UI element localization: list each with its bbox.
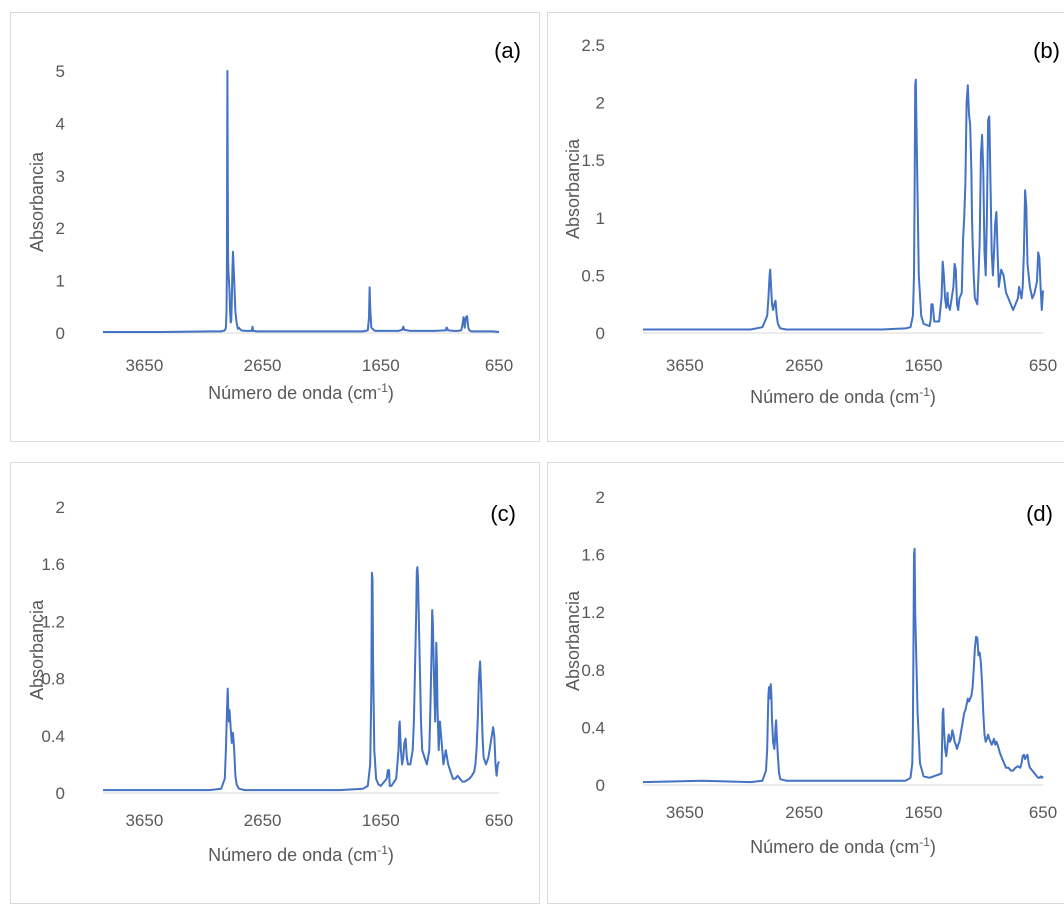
y-tick-label: 4 <box>56 114 65 133</box>
x-tick-label: 1650 <box>362 356 400 375</box>
x-tick-label: 1650 <box>362 811 400 830</box>
x-tick-label: 1650 <box>905 803 943 822</box>
chart-panel-c: 0 0.4 0.8 1.2 1.6 2 3650 2650 1650 650 Número de o… <box>10 462 540 904</box>
x-axis-title: Número de onda (cm-1) <box>750 835 936 857</box>
y-tick-label: 0 <box>596 776 605 795</box>
spectrum-line <box>103 70 500 333</box>
y-tick-label: 5 <box>56 62 65 81</box>
x-tick-label: 2650 <box>244 356 282 375</box>
y-tick-label: 0.8 <box>41 670 65 689</box>
x-axis-title: Número de onda (cm-1) <box>208 843 394 865</box>
y-tick-label: 0 <box>56 784 65 803</box>
y-tick-label: 0 <box>596 324 605 343</box>
y-tick-label: 1.2 <box>581 603 605 622</box>
y-tick-label: 1 <box>56 272 65 291</box>
chart-b: 0 0.5 1 1.5 2 2.5 3650 2650 1650 650 Número de ond… <box>563 36 1060 407</box>
x-axis-title: Número de onda (cm-1) <box>208 381 394 403</box>
chart-a: 0 1 2 3 4 5 3650 2650 1650 650 Número de onda (cm-… <box>27 38 521 403</box>
panel-label: (b) <box>1033 38 1060 63</box>
spectrum-line <box>103 566 500 792</box>
y-axis-title: Absorbancia <box>563 138 583 239</box>
x-tick-label: 650 <box>1029 803 1057 822</box>
y-tick-label: 1.2 <box>41 612 65 631</box>
x-tick-label: 2650 <box>785 356 823 375</box>
x-tick-label: 3650 <box>125 811 163 830</box>
x-tick-label: 3650 <box>666 356 704 375</box>
panel-label: (d) <box>1026 501 1053 526</box>
x-tick-label: 2650 <box>244 811 282 830</box>
x-tick-label: 650 <box>1029 356 1057 375</box>
x-tick-label: 3650 <box>666 803 704 822</box>
x-axis-title: Número de onda (cm-1) <box>750 385 936 407</box>
y-tick-label: 1.6 <box>41 555 65 574</box>
y-tick-label: 0.4 <box>581 718 605 737</box>
y-tick-label: 0.8 <box>581 661 605 680</box>
chart-panel-a: 0 1 2 3 4 5 3650 2650 1650 650 Número de onda (cm-… <box>10 12 540 442</box>
y-tick-label: 0.4 <box>41 727 65 746</box>
x-tick-label: 2650 <box>785 803 823 822</box>
y-tick-label: 2 <box>56 219 65 238</box>
y-axis-title: Absorbancia <box>563 590 583 691</box>
panel-label: (a) <box>494 38 521 63</box>
x-tick-label: 650 <box>485 811 513 830</box>
x-tick-label: 3650 <box>125 356 163 375</box>
y-tick-label: 1 <box>596 209 605 228</box>
spectrum-line <box>643 78 1044 331</box>
y-axis-title: Absorbancia <box>27 599 47 700</box>
y-tick-label: 1.5 <box>581 151 605 170</box>
y-tick-label: 3 <box>56 167 65 186</box>
chart-panel-d: 0 0.4 0.8 1.2 1.6 2 3650 2650 1650 650 Número de o… <box>547 462 1064 904</box>
x-tick-label: 650 <box>485 356 513 375</box>
y-tick-label: 1.6 <box>581 546 605 565</box>
y-tick-label: 0.5 <box>581 266 605 285</box>
chart-c: 0 0.4 0.8 1.2 1.6 2 3650 2650 1650 650 Número de o… <box>27 498 516 865</box>
chart-panel-b: 0 0.5 1 1.5 2 2.5 3650 2650 1650 650 Número de ond… <box>547 12 1064 442</box>
y-tick-label: 2.5 <box>581 36 605 55</box>
y-axis-title: Absorbancia <box>27 151 47 252</box>
spectrum-line <box>642 547 1044 784</box>
y-tick-label: 2 <box>56 498 65 517</box>
y-tick-label: 0 <box>56 324 65 343</box>
x-tick-label: 1650 <box>905 356 943 375</box>
chart-d: 0 0.4 0.8 1.2 1.6 2 3650 2650 1650 650 Número de o… <box>563 488 1057 857</box>
y-tick-label: 2 <box>596 94 605 113</box>
y-tick-label: 2 <box>596 488 605 507</box>
panel-label: (c) <box>490 501 516 526</box>
